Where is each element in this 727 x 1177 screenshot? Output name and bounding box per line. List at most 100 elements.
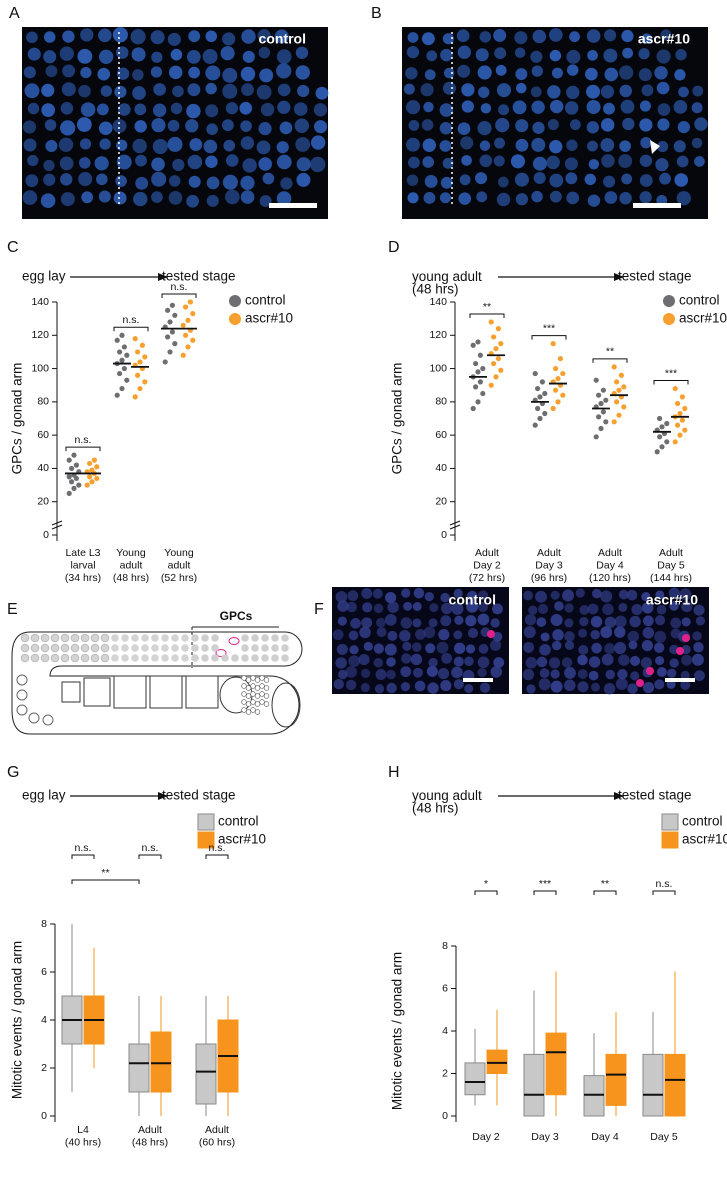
significance-bracket [113,326,149,332]
germ-cell [211,644,219,652]
nucleus [116,154,132,170]
nucleus [591,682,600,692]
nucleus [423,626,436,639]
nucleus [540,632,550,642]
sperm [250,699,256,705]
germ-cell [161,644,169,652]
germ-cell [151,634,159,642]
nucleus [676,155,689,168]
data-point [603,397,609,403]
germ-cell [131,654,139,662]
nucleus [477,613,490,626]
data-point [679,394,686,400]
sperm [250,675,256,681]
nucleus [27,47,41,61]
nucleus [669,658,679,668]
germ-cell [30,633,40,643]
nucleus [621,29,634,43]
significance-bracket [469,313,505,318]
nucleus [454,615,464,625]
nucleus [439,103,454,117]
flow-end: tested stage [618,788,692,803]
nucleus [457,45,472,59]
nucleus [496,83,512,98]
nucleus [602,603,614,616]
nucleus [539,668,550,679]
data-point [69,465,75,472]
nucleus [374,684,385,694]
nucleus [413,587,425,599]
nucleus [656,81,670,95]
germ-cell [20,633,30,643]
nucleus [440,615,452,627]
sperm [245,701,252,707]
data-point [190,311,196,317]
germ-cell [111,654,119,662]
data-point [137,359,143,365]
germ-cell [111,644,119,652]
nucleus [259,68,274,83]
y-tick-label: 8 [41,918,47,930]
nucleus [443,67,455,79]
y-tick-label: 2 [442,1067,448,1079]
box [664,1053,686,1117]
nucleus [186,50,201,64]
data-point [139,342,145,348]
data-point [475,339,481,345]
nucleus [456,29,470,43]
data-point [675,400,681,407]
nucleus [549,190,562,203]
nucleus [428,657,438,668]
nucleus [669,601,679,611]
nucleus [239,101,253,115]
y-tick-label: 140 [429,296,447,308]
nucleus [531,137,546,152]
nucleus [622,117,635,131]
nucleus [577,681,589,693]
significance-label: n.s. [75,842,92,854]
x-tick-label: L4 (40 hrs) [65,1124,101,1149]
x-tick-label: Adult Day 3 (96 hrs) [531,547,567,584]
germ-cell [16,689,28,701]
micrographs [22,27,709,695]
data-point [488,382,494,388]
significance-bracket [533,890,557,895]
nucleus [630,655,641,666]
data-point [167,349,173,355]
nucleus [654,66,668,80]
nucleus [386,682,397,694]
nucleus [276,191,292,206]
data-point [162,359,168,365]
nucleus [112,27,128,43]
nucleus [362,602,373,613]
nucleus [532,29,547,44]
nucleus [115,175,127,187]
nucleus [515,82,527,94]
data-point [664,420,670,427]
data-point [94,464,100,470]
nucleus [422,156,435,168]
germ-cell [40,653,50,663]
nucleus [133,191,148,207]
data-point [87,460,93,467]
nucleus [620,99,635,114]
legend-marker [197,831,215,849]
nucleus [656,604,667,615]
data-point [66,490,72,496]
significance-label: ** [606,346,614,358]
data-point [180,322,186,328]
nucleus [346,601,357,613]
nucleus [567,64,579,76]
nucleus [477,121,492,136]
nucleus [97,67,111,81]
y-tick-label: 60 [37,429,49,441]
y-tick-label: 4 [442,1025,448,1037]
nucleus [349,645,359,655]
nucleus [692,631,702,641]
nucleus [618,154,633,169]
germ-cell [70,633,80,643]
nucleus [333,678,344,690]
germ-cell [261,644,269,652]
nucleus [386,657,396,667]
data-point [488,319,494,325]
